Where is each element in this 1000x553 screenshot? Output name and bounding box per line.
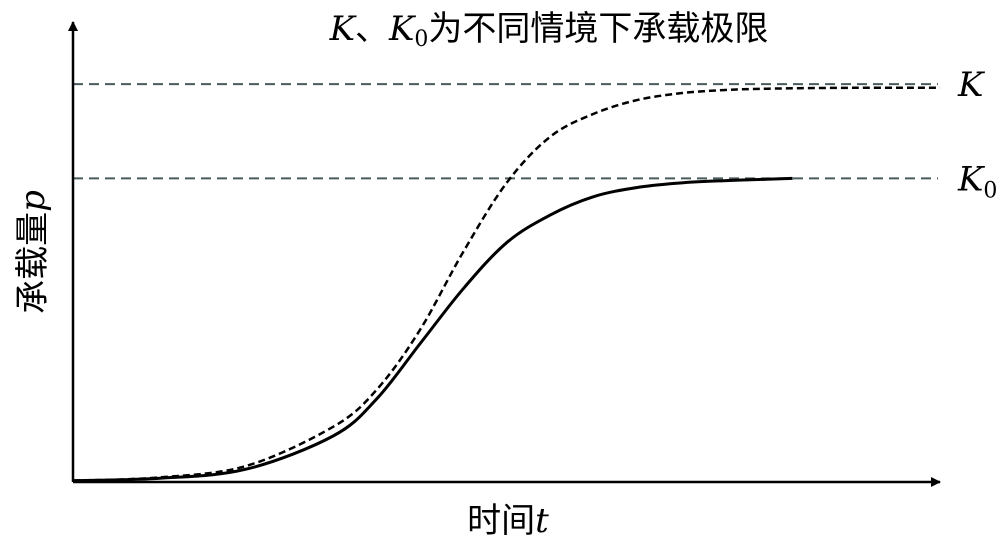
title-var-k0: K [388, 9, 417, 49]
y-axis-label-var: p [13, 190, 53, 212]
x-axis-label-text: 时间 [467, 501, 535, 541]
reference-label-k0-sub: 0 [983, 178, 997, 203]
reference-label-k0: K0 [957, 159, 997, 203]
title-text: 为不同情境下承载极限 [428, 9, 768, 49]
curve-k0-solid [72, 176, 793, 483]
reference-label-k0-main: K [957, 159, 986, 199]
y-axis-label-text: 承载量 [13, 212, 53, 314]
y-axis-label: 承载量p [13, 190, 53, 314]
x-axis-label-var: t [535, 501, 549, 541]
reference-label-k: K [957, 65, 986, 105]
x-axis-label: 时间t [467, 501, 549, 541]
title-separator: 、 [355, 9, 389, 49]
curve-k-dashed [72, 86, 941, 482]
chart-title: K、K0为不同情境下承载极限 [329, 9, 769, 52]
title-var-k: K [329, 9, 358, 49]
reference-label-k-main: K [957, 65, 986, 105]
title-var-k0-sub: 0 [414, 27, 428, 52]
